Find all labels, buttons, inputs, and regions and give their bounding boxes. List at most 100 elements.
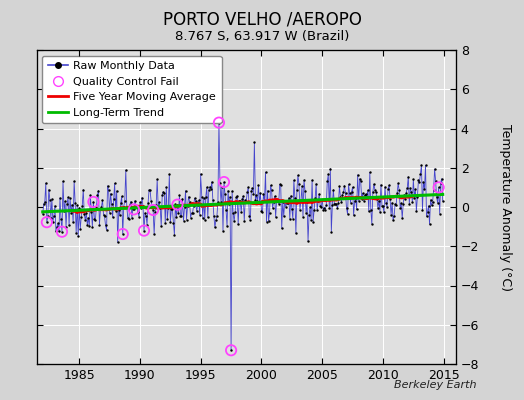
Point: [303, 198, 311, 205]
Point: [384, 186, 392, 192]
Point: [261, 169, 270, 175]
Point: [311, 195, 319, 202]
Point: [117, 193, 126, 200]
Point: [293, 187, 301, 193]
Point: [93, 192, 102, 198]
Point: [433, 200, 442, 206]
Point: [57, 216, 65, 222]
Point: [323, 178, 332, 185]
Point: [240, 218, 248, 224]
Point: [271, 214, 280, 220]
Point: [160, 190, 168, 196]
Point: [236, 198, 244, 204]
Point: [115, 212, 124, 218]
Point: [161, 220, 169, 226]
Point: [247, 188, 256, 194]
Point: [225, 201, 233, 208]
Point: [252, 192, 260, 199]
Point: [361, 192, 369, 198]
Point: [322, 202, 331, 208]
Point: [137, 205, 145, 212]
Point: [146, 187, 154, 194]
Point: [162, 184, 170, 190]
Point: [100, 213, 108, 220]
Point: [330, 200, 339, 207]
Point: [182, 216, 191, 223]
Point: [203, 184, 211, 190]
Point: [424, 202, 433, 209]
Point: [412, 208, 421, 214]
Point: [392, 202, 400, 208]
Point: [53, 224, 61, 230]
Point: [316, 202, 324, 209]
Point: [192, 208, 201, 214]
Point: [83, 222, 92, 228]
Point: [178, 196, 187, 202]
Point: [227, 347, 235, 354]
Point: [329, 186, 337, 193]
Point: [114, 239, 122, 246]
Point: [294, 181, 303, 187]
Point: [111, 180, 119, 186]
Point: [41, 180, 50, 186]
Point: [307, 217, 315, 223]
Point: [245, 213, 254, 219]
Point: [260, 197, 269, 204]
Point: [122, 167, 130, 173]
Point: [141, 210, 149, 216]
Point: [139, 203, 147, 210]
Point: [149, 207, 157, 213]
Point: [54, 220, 62, 226]
Point: [174, 210, 183, 216]
Point: [429, 187, 438, 193]
Point: [248, 185, 257, 192]
Point: [78, 202, 86, 209]
Point: [340, 189, 348, 195]
Point: [438, 176, 446, 182]
Point: [393, 190, 401, 196]
Point: [220, 179, 228, 185]
Point: [258, 209, 267, 215]
Point: [430, 166, 439, 172]
Point: [55, 228, 63, 234]
Point: [428, 202, 436, 208]
Point: [97, 204, 106, 210]
Point: [304, 238, 312, 244]
Point: [365, 208, 373, 214]
Point: [149, 207, 157, 213]
Point: [163, 216, 171, 222]
Point: [340, 182, 348, 189]
Point: [283, 200, 292, 206]
Point: [287, 193, 295, 199]
Point: [202, 194, 210, 200]
Point: [56, 195, 64, 201]
Point: [274, 198, 282, 204]
Point: [179, 217, 188, 224]
Point: [69, 219, 78, 226]
Point: [380, 209, 388, 216]
Point: [148, 204, 156, 210]
Point: [66, 195, 74, 202]
Point: [172, 214, 181, 220]
Point: [354, 198, 363, 204]
Point: [95, 221, 104, 228]
Point: [47, 215, 55, 222]
Point: [408, 198, 417, 205]
Point: [291, 194, 299, 201]
Text: PORTO VELHO /AEROPO: PORTO VELHO /AEROPO: [162, 10, 362, 28]
Point: [222, 207, 230, 213]
Point: [218, 183, 226, 190]
Point: [155, 199, 163, 206]
Y-axis label: Temperature Anomaly (°C): Temperature Anomaly (°C): [499, 124, 511, 290]
Point: [130, 206, 138, 212]
Point: [159, 188, 168, 195]
Point: [134, 208, 142, 215]
Point: [45, 186, 53, 193]
Point: [70, 178, 78, 184]
Point: [42, 219, 51, 225]
Point: [136, 199, 144, 206]
Point: [215, 120, 223, 126]
Point: [332, 201, 341, 207]
Point: [376, 208, 384, 215]
Point: [214, 198, 222, 205]
